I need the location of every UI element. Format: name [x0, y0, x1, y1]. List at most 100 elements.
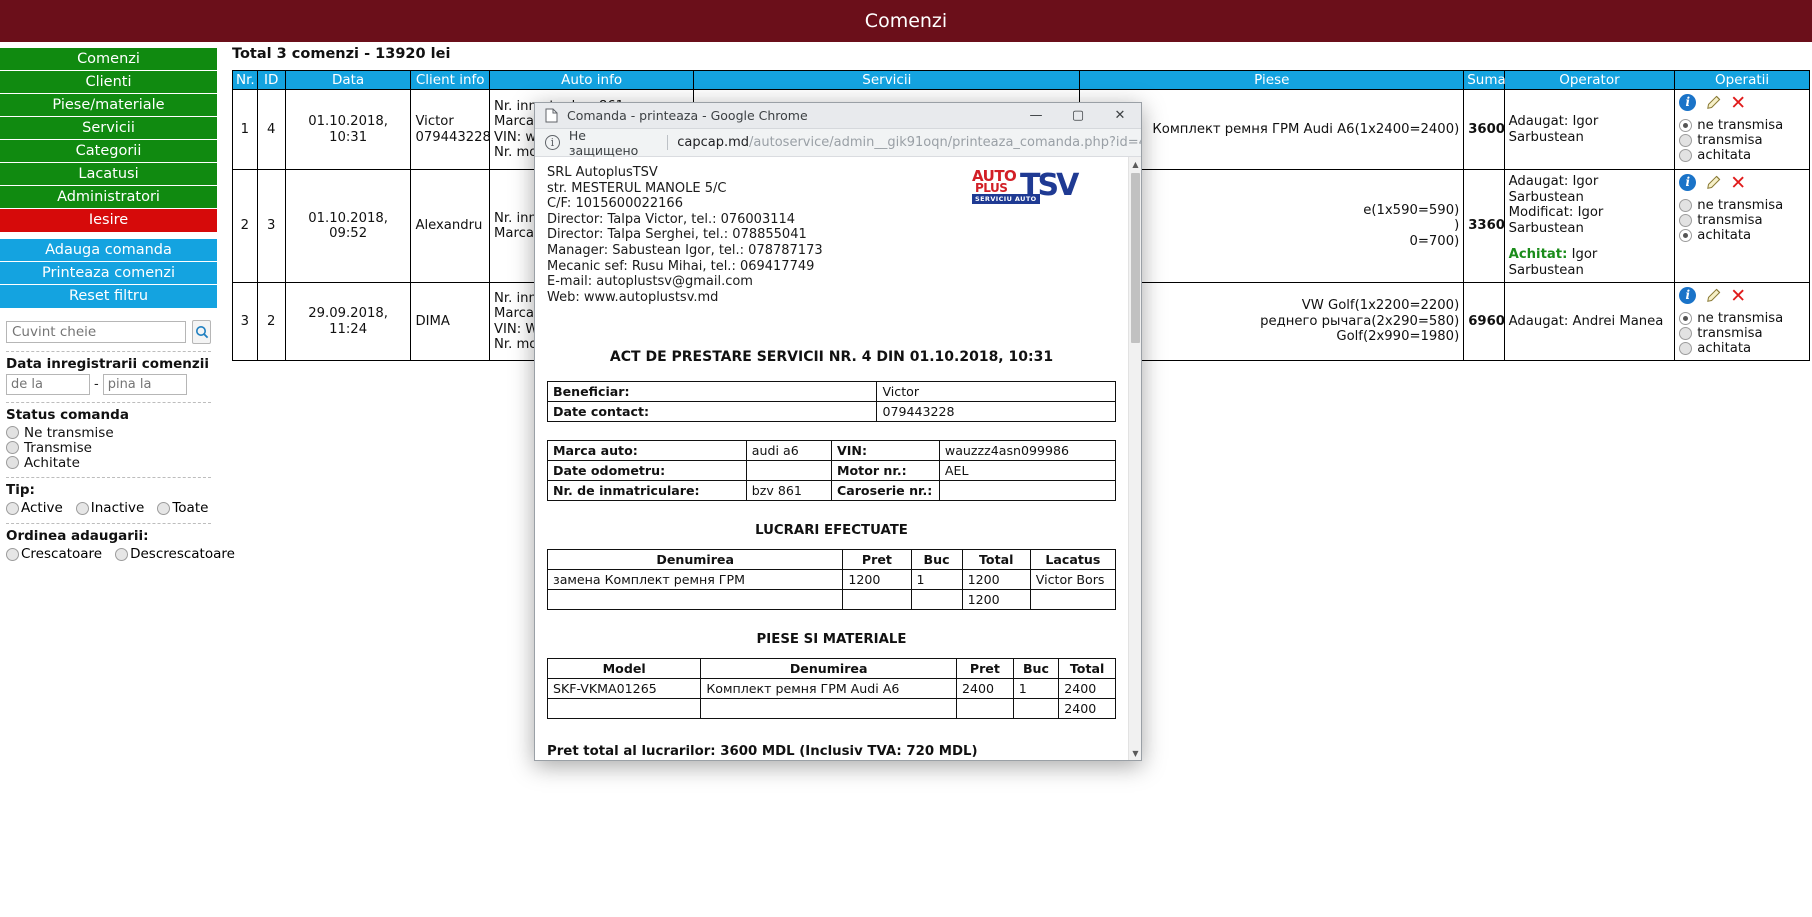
sidebar-item-servicii[interactable]: Servicii [0, 117, 217, 140]
adauga-comanda-button[interactable]: Adauga comanda [0, 239, 217, 262]
radio-icon[interactable] [6, 456, 19, 469]
checkbox-icon[interactable] [6, 547, 19, 561]
radio-icon[interactable] [6, 426, 19, 439]
status-radio-transmisa[interactable]: transmisa [1679, 133, 1805, 148]
status-option-ne-transmise[interactable]: Ne transmise [6, 425, 211, 441]
checkbox-icon[interactable] [115, 547, 129, 561]
delete-icon[interactable]: ✕ [1730, 171, 1747, 194]
order-option-descrescatoare[interactable]: Descrescatoare [115, 546, 235, 562]
checkbox-icon[interactable] [75, 501, 89, 515]
sidebar-item-categorii[interactable]: Categorii [0, 140, 217, 163]
col-suma[interactable]: Suma [1463, 70, 1506, 90]
table-row: Marca auto: audi a6 VIN: wauzzz4asn09998… [547, 440, 1117, 462]
info-icon[interactable]: i [1679, 287, 1697, 304]
radio-icon[interactable] [6, 441, 19, 454]
info-icon[interactable]: i [1679, 94, 1697, 111]
edit-icon[interactable] [1705, 95, 1721, 111]
status-radio-achitata[interactable]: achitata [1679, 341, 1805, 356]
status-option-achitate[interactable]: Achitate [6, 455, 211, 471]
checkbox-icon[interactable] [6, 501, 19, 515]
col-piese[interactable]: Piese [1079, 70, 1465, 90]
delete-icon[interactable]: ✕ [1730, 284, 1747, 307]
address-bar[interactable]: i Не защищено capcap.md/autoservice/admi… [535, 128, 1141, 158]
scroll-down-icon[interactable]: ▼ [1132, 748, 1139, 758]
status-radio-ne-transmisa[interactable]: ne transmisa [1679, 198, 1805, 213]
status-radio-label: transmisa [1697, 212, 1763, 228]
radio-icon[interactable] [1679, 342, 1693, 355]
radio-icon[interactable] [1679, 199, 1693, 212]
piese-section-title: PIESE SI MATERIALE [756, 632, 907, 648]
sidebar-item-piese-materiale[interactable]: Piese/materiale [0, 94, 217, 117]
tip-option-label: Active [21, 500, 63, 516]
reset-filtru-button[interactable]: Reset filtru [0, 285, 217, 308]
status-radio-ne-transmisa[interactable]: ne transmisa [1679, 311, 1805, 326]
app-header: Comenzi [0, 0, 1812, 42]
col-id[interactable]: ID [256, 70, 286, 90]
delete-icon[interactable]: ✕ [1730, 91, 1747, 114]
filter-divider-4 [6, 523, 211, 524]
info-icon[interactable]: i [1679, 174, 1697, 191]
achitat-label: Achitat: [1508, 247, 1568, 262]
table-total-row: 1200 [546, 589, 1117, 611]
col-nr[interactable]: Nr. [232, 70, 258, 90]
tip-option-toate[interactable]: Toate [157, 500, 208, 516]
page-scrollbar[interactable]: ▲ ▼ [1128, 157, 1141, 760]
search-icon[interactable] [192, 320, 211, 344]
status-radio-achitata[interactable]: achitata [1679, 228, 1805, 243]
col-servicii[interactable]: Servicii [693, 70, 1081, 90]
close-button[interactable]: ✕ [1114, 108, 1126, 123]
scrollbar-thumb[interactable] [1131, 173, 1140, 343]
sidebar-item-comenzi[interactable]: Comenzi [0, 48, 217, 71]
edit-icon[interactable] [1705, 175, 1721, 191]
tip-option-active[interactable]: Active [6, 500, 63, 516]
date-from-input[interactable] [6, 374, 90, 395]
printeaza-comenzi-button[interactable]: Printeaza comenzi [0, 262, 217, 285]
url-path: /autoservice/admin__gik91oqn/printeaza_c… [749, 135, 1141, 150]
url-text[interactable]: capcap.md/autoservice/admin__gik91oqn/pr… [677, 135, 1141, 150]
col-data[interactable]: Data [284, 70, 412, 90]
search-input[interactable] [6, 321, 186, 343]
tip-option-inactive[interactable]: Inactive [75, 500, 144, 516]
radio-icon[interactable] [1679, 119, 1693, 132]
scroll-up-icon[interactable]: ▲ [1132, 159, 1139, 169]
sidebar-item-lacatusi[interactable]: Lacatusi [0, 163, 217, 186]
radio-icon[interactable] [1679, 229, 1693, 242]
info-circle-icon[interactable]: i [545, 135, 560, 150]
operator-adaugat: Adaugat: Andrei Manea [1508, 313, 1664, 329]
sidebar-item-clienti[interactable]: Clienti [0, 71, 217, 94]
date-to-input[interactable] [102, 374, 187, 395]
row-action-icons: i ✕ [1679, 284, 1805, 307]
sidebar-item-administratori[interactable]: Administratori [0, 186, 217, 209]
status-radio-ne-transmisa[interactable]: ne transmisa [1679, 118, 1805, 133]
col-client-info[interactable]: Client info [410, 70, 490, 90]
window-title-bar[interactable]: Comanda - printeaza - Google Chrome — ▢ … [535, 103, 1141, 129]
radio-icon[interactable] [1679, 134, 1693, 147]
status-radio-transmisa[interactable]: transmisa [1679, 213, 1805, 228]
company-line: Manager: Sabustean Igor, tel.: 078787173 [547, 242, 823, 258]
filter-divider-1 [6, 351, 211, 352]
col-operatii[interactable]: Operatii [1674, 70, 1810, 90]
chrome-print-window: Comanda - printeaza - Google Chrome — ▢ … [534, 102, 1142, 761]
col-auto-info[interactable]: Auto info [488, 70, 695, 90]
radio-icon[interactable] [1679, 214, 1693, 227]
radio-icon[interactable] [1679, 327, 1693, 340]
status-option-transmise[interactable]: Transmise [6, 440, 211, 456]
col-operator[interactable]: Operator [1503, 70, 1676, 90]
sidebar-actions: Adauga comanda Printeaza comenzi Reset f… [0, 239, 217, 308]
status-radio-transmisa[interactable]: transmisa [1679, 326, 1805, 341]
edit-icon[interactable] [1705, 288, 1721, 304]
cell-id: 2 [256, 282, 286, 361]
odometru-value [745, 460, 832, 482]
marca-auto-value: audi a6 [745, 440, 832, 462]
window-title-text: Comanda - printeaza - Google Chrome [567, 108, 808, 123]
status-radio-achitata[interactable]: achitata [1679, 148, 1805, 163]
sidebar-item-iesire[interactable]: Iesire [0, 209, 217, 232]
radio-icon[interactable] [1679, 149, 1693, 162]
radio-icon[interactable] [1679, 312, 1693, 325]
minimize-button[interactable]: — [1029, 108, 1043, 123]
maximize-button[interactable]: ▢ [1071, 108, 1085, 123]
order-option-crescatoare[interactable]: Crescatoare [6, 546, 102, 562]
cell-operator: Adaugat: Igor Sarbustean [1503, 89, 1676, 170]
document-icon [545, 108, 558, 123]
checkbox-icon[interactable] [157, 501, 171, 515]
